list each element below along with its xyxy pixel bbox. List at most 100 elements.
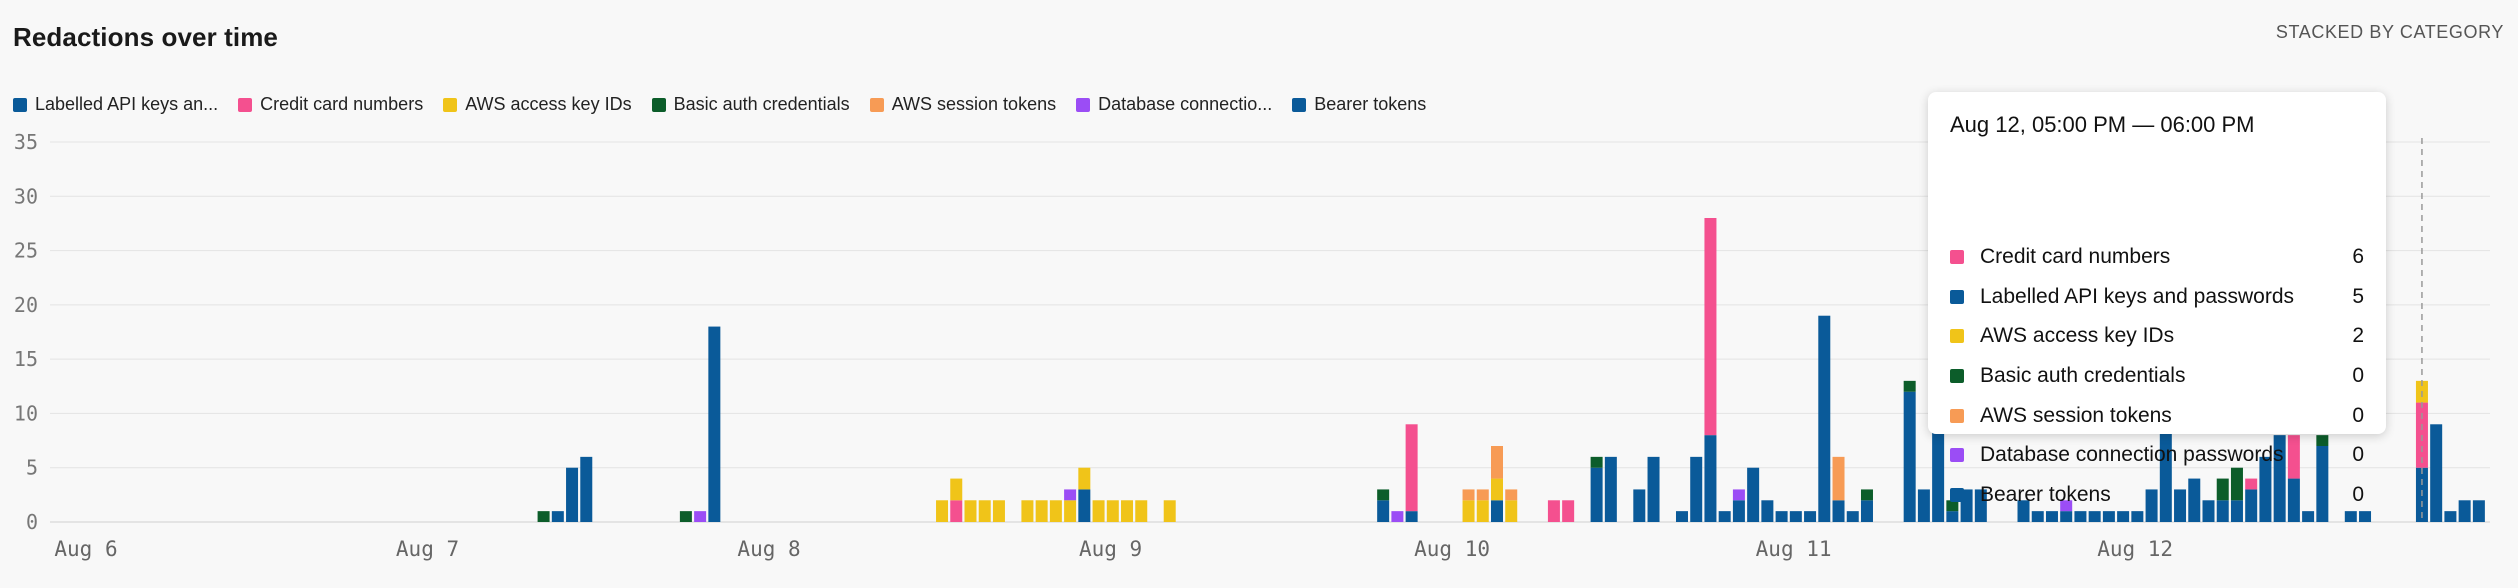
bar-segment-api[interactable]: [2017, 500, 2030, 522]
bar-segment-basic[interactable]: [537, 511, 550, 522]
bar-segment-aws[interactable]: [936, 500, 949, 522]
legend-item-aws-access-key-ids[interactable]: AWS access key IDs: [443, 94, 632, 115]
bar-segment-api[interactable]: [2259, 456, 2272, 522]
bar-segment-cc[interactable]: [2245, 478, 2258, 490]
bar-segment-aws[interactable]: [1021, 500, 1034, 522]
bar-segment-basic[interactable]: [2230, 467, 2243, 501]
bar-segment-api[interactable]: [2102, 511, 2115, 522]
bar-segment-sess[interactable]: [1832, 456, 1845, 501]
bar-segment-api[interactable]: [1718, 511, 1731, 522]
bar-segment-api[interactable]: [1974, 489, 1987, 522]
bar-segment-api[interactable]: [2430, 424, 2443, 522]
bar-segment-aws[interactable]: [1049, 500, 1062, 522]
bar-segment-cc[interactable]: [1562, 500, 1575, 522]
bar-segment-api[interactable]: [1832, 500, 1845, 522]
bar-segment-basic[interactable]: [1903, 380, 1916, 392]
bar-segment-db[interactable]: [1064, 489, 1077, 501]
bar-segment-aws[interactable]: [1106, 500, 1119, 522]
bar-segment-aws[interactable]: [1121, 500, 1134, 522]
bar-segment-aws[interactable]: [1035, 500, 1048, 522]
bar-segment-api[interactable]: [1747, 467, 1760, 522]
bar-segment-api[interactable]: [1491, 500, 1503, 522]
bar-segment-api[interactable]: [1078, 489, 1091, 522]
bar-segment-api[interactable]: [566, 467, 579, 522]
bar-segment-api[interactable]: [1732, 500, 1745, 522]
bar-segment-aws[interactable]: [1092, 500, 1105, 522]
bar-segment-db[interactable]: [2060, 500, 2073, 512]
bar-segment-api[interactable]: [2287, 478, 2300, 522]
bar-segment-api[interactable]: [2174, 489, 2187, 522]
bar-segment-cc[interactable]: [1405, 424, 1418, 512]
bar-segment-api[interactable]: [1804, 511, 1817, 522]
bar-segment-api[interactable]: [708, 326, 721, 522]
bar-segment-sess[interactable]: [1505, 489, 1518, 501]
bar-segment-cc[interactable]: [1704, 218, 1717, 436]
bar-segment-api[interactable]: [2188, 478, 2201, 522]
bar-segment-api[interactable]: [1946, 511, 1959, 522]
bar-segment-api[interactable]: [2302, 511, 2315, 522]
legend-item-bearer-tokens[interactable]: Bearer tokens: [1292, 94, 1426, 115]
bar-segment-api[interactable]: [1633, 489, 1646, 522]
bar-segment-api[interactable]: [1405, 511, 1418, 522]
bar-segment-api[interactable]: [1789, 511, 1802, 522]
bar-segment-aws[interactable]: [1078, 467, 1091, 490]
bar-segment-aws[interactable]: [1462, 500, 1475, 522]
bar-segment-aws[interactable]: [1064, 500, 1077, 522]
bar-segment-api[interactable]: [2216, 500, 2229, 522]
bar-segment-api[interactable]: [1675, 511, 1688, 522]
bar-segment-api[interactable]: [1846, 511, 1859, 522]
bar-segment-aws[interactable]: [992, 500, 1005, 522]
bar-segment-api[interactable]: [2359, 511, 2372, 522]
bar-segment-api[interactable]: [2117, 511, 2130, 522]
legend-item-database-connection[interactable]: Database connectio...: [1076, 94, 1272, 115]
bar-segment-db[interactable]: [1391, 511, 1404, 522]
bar-segment-db[interactable]: [694, 511, 707, 522]
bar-segment-api[interactable]: [1590, 467, 1603, 522]
bar-segment-cc[interactable]: [950, 500, 963, 522]
bar-segment-cc[interactable]: [2287, 435, 2300, 479]
bar-segment-api[interactable]: [1690, 456, 1703, 522]
bar-segment-aws[interactable]: [1163, 500, 1176, 522]
bar-segment-sess[interactable]: [1476, 489, 1489, 501]
bar-segment-api[interactable]: [551, 511, 564, 522]
bar-segment-aws[interactable]: [1505, 500, 1518, 522]
bar-segment-api[interactable]: [2458, 500, 2471, 522]
bar-segment-api[interactable]: [2202, 500, 2215, 522]
bar-segment-api[interactable]: [2060, 511, 2073, 522]
bar-segment-api[interactable]: [1917, 489, 1930, 522]
bar-segment-api[interactable]: [1903, 391, 1916, 522]
bar-segment-db[interactable]: [1732, 489, 1745, 501]
bar-segment-api[interactable]: [1818, 315, 1831, 522]
bar-segment-basic[interactable]: [1946, 500, 1959, 512]
bar-segment-api[interactable]: [2145, 489, 2158, 522]
bar-segment-aws[interactable]: [1476, 500, 1489, 522]
bar-segment-api[interactable]: [2031, 511, 2044, 522]
bar-segment-aws[interactable]: [950, 478, 963, 501]
bar-segment-api[interactable]: [1647, 456, 1660, 522]
bar-segment-aws[interactable]: [1491, 478, 1503, 501]
bar-segment-api[interactable]: [2316, 446, 2329, 522]
bar-segment-cc[interactable]: [1547, 500, 1560, 522]
bar-segment-sess[interactable]: [1462, 489, 1475, 501]
bar-segment-basic[interactable]: [1860, 489, 1873, 501]
bar-segment-basic[interactable]: [2216, 478, 2229, 501]
bar-segment-api[interactable]: [1775, 511, 1788, 522]
bar-segment-api[interactable]: [1704, 435, 1717, 522]
bar-segment-api[interactable]: [2045, 511, 2058, 522]
bar-segment-api[interactable]: [2131, 511, 2144, 522]
legend-item-labelled-api-keys[interactable]: Labelled API keys an...: [13, 94, 218, 115]
bar-segment-api[interactable]: [2245, 489, 2258, 522]
bar-segment-api[interactable]: [2472, 500, 2485, 522]
bar-segment-api[interactable]: [2344, 511, 2357, 522]
bar-segment-api[interactable]: [580, 456, 593, 522]
bar-segment-api[interactable]: [2444, 511, 2457, 522]
bar-segment-api[interactable]: [1860, 500, 1873, 522]
bar-segment-aws[interactable]: [978, 500, 991, 522]
bar-segment-api[interactable]: [2273, 435, 2286, 522]
legend-item-credit-card-numbers[interactable]: Credit card numbers: [238, 94, 423, 115]
bar-segment-aws[interactable]: [964, 500, 977, 522]
bar-segment-aws[interactable]: [1135, 500, 1148, 522]
bar-segment-api[interactable]: [1604, 456, 1617, 522]
bar-segment-api[interactable]: [1377, 500, 1390, 522]
bar-segment-api[interactable]: [1761, 500, 1774, 522]
